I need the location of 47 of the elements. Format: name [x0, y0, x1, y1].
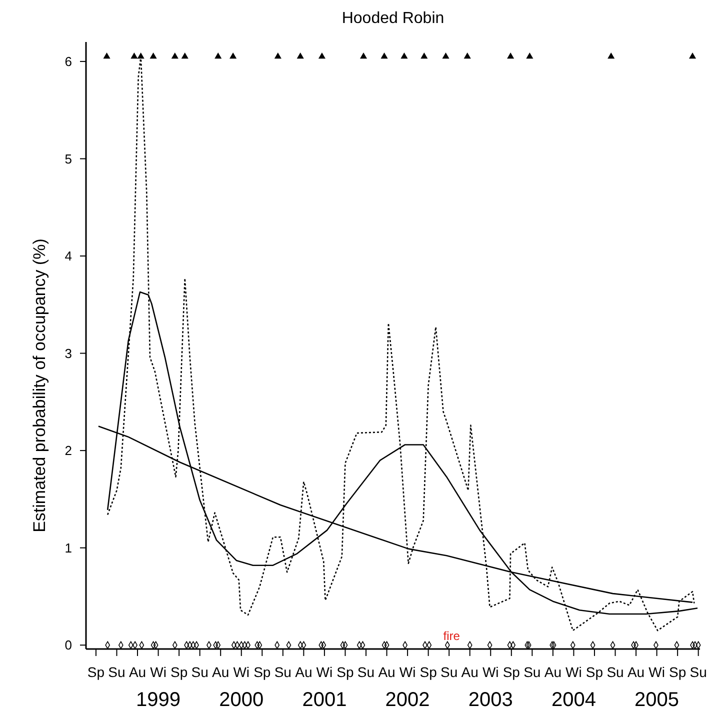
text: Au — [461, 664, 478, 680]
text: Su — [274, 664, 292, 680]
text: Sp — [336, 664, 354, 680]
text: Au — [295, 664, 312, 680]
text: Wi — [150, 664, 166, 680]
x-tick-label: 2005 — [634, 689, 680, 711]
text: Sp — [502, 664, 520, 680]
text: Su — [690, 664, 707, 680]
y-tick-label: 6 — [64, 54, 72, 70]
text: Wi — [399, 664, 416, 680]
y-tick-label: 2 — [64, 443, 72, 458]
text: Au — [627, 664, 645, 680]
text: Su — [191, 664, 208, 680]
y-tick-label: 3 — [64, 346, 72, 361]
chart-title: Hooded Robin — [342, 10, 444, 27]
text: Su — [606, 664, 624, 680]
text: Wi — [566, 664, 582, 680]
y-axis-title: Estimated probability of occupancy (%) — [30, 238, 49, 532]
text: Wi — [233, 664, 250, 680]
text: Su — [524, 664, 541, 680]
text: Sp — [669, 664, 686, 680]
text: Sp — [420, 664, 438, 680]
text: Su — [357, 664, 375, 680]
text: Wi — [316, 664, 333, 680]
text: Su — [108, 664, 126, 680]
x-tick-label: 1999 — [136, 689, 181, 711]
text: Wi — [482, 664, 499, 680]
y-tick-label: 0 — [64, 638, 72, 653]
x-tick-label: 2000 — [219, 689, 264, 711]
text: Sp — [254, 664, 271, 680]
x-tick-label: 2001 — [302, 689, 347, 711]
x-tick-label: 2004 — [551, 689, 596, 711]
text: Au — [378, 664, 396, 680]
text: Sp — [170, 664, 188, 680]
text: Sp — [87, 664, 105, 680]
y-tick-label: 5 — [64, 151, 72, 166]
y-tick-label: 4 — [64, 248, 72, 264]
text: Wi — [648, 664, 665, 680]
x-tick-label: 2003 — [468, 689, 513, 711]
text: Su — [440, 664, 458, 680]
annotation: fire — [443, 629, 460, 644]
y-tick-label: 1 — [64, 540, 72, 556]
text: Au — [128, 664, 146, 680]
text: Sp — [586, 664, 604, 680]
x-tick-label: 2002 — [385, 689, 430, 711]
text: Au — [544, 664, 562, 680]
text: Au — [212, 664, 230, 680]
